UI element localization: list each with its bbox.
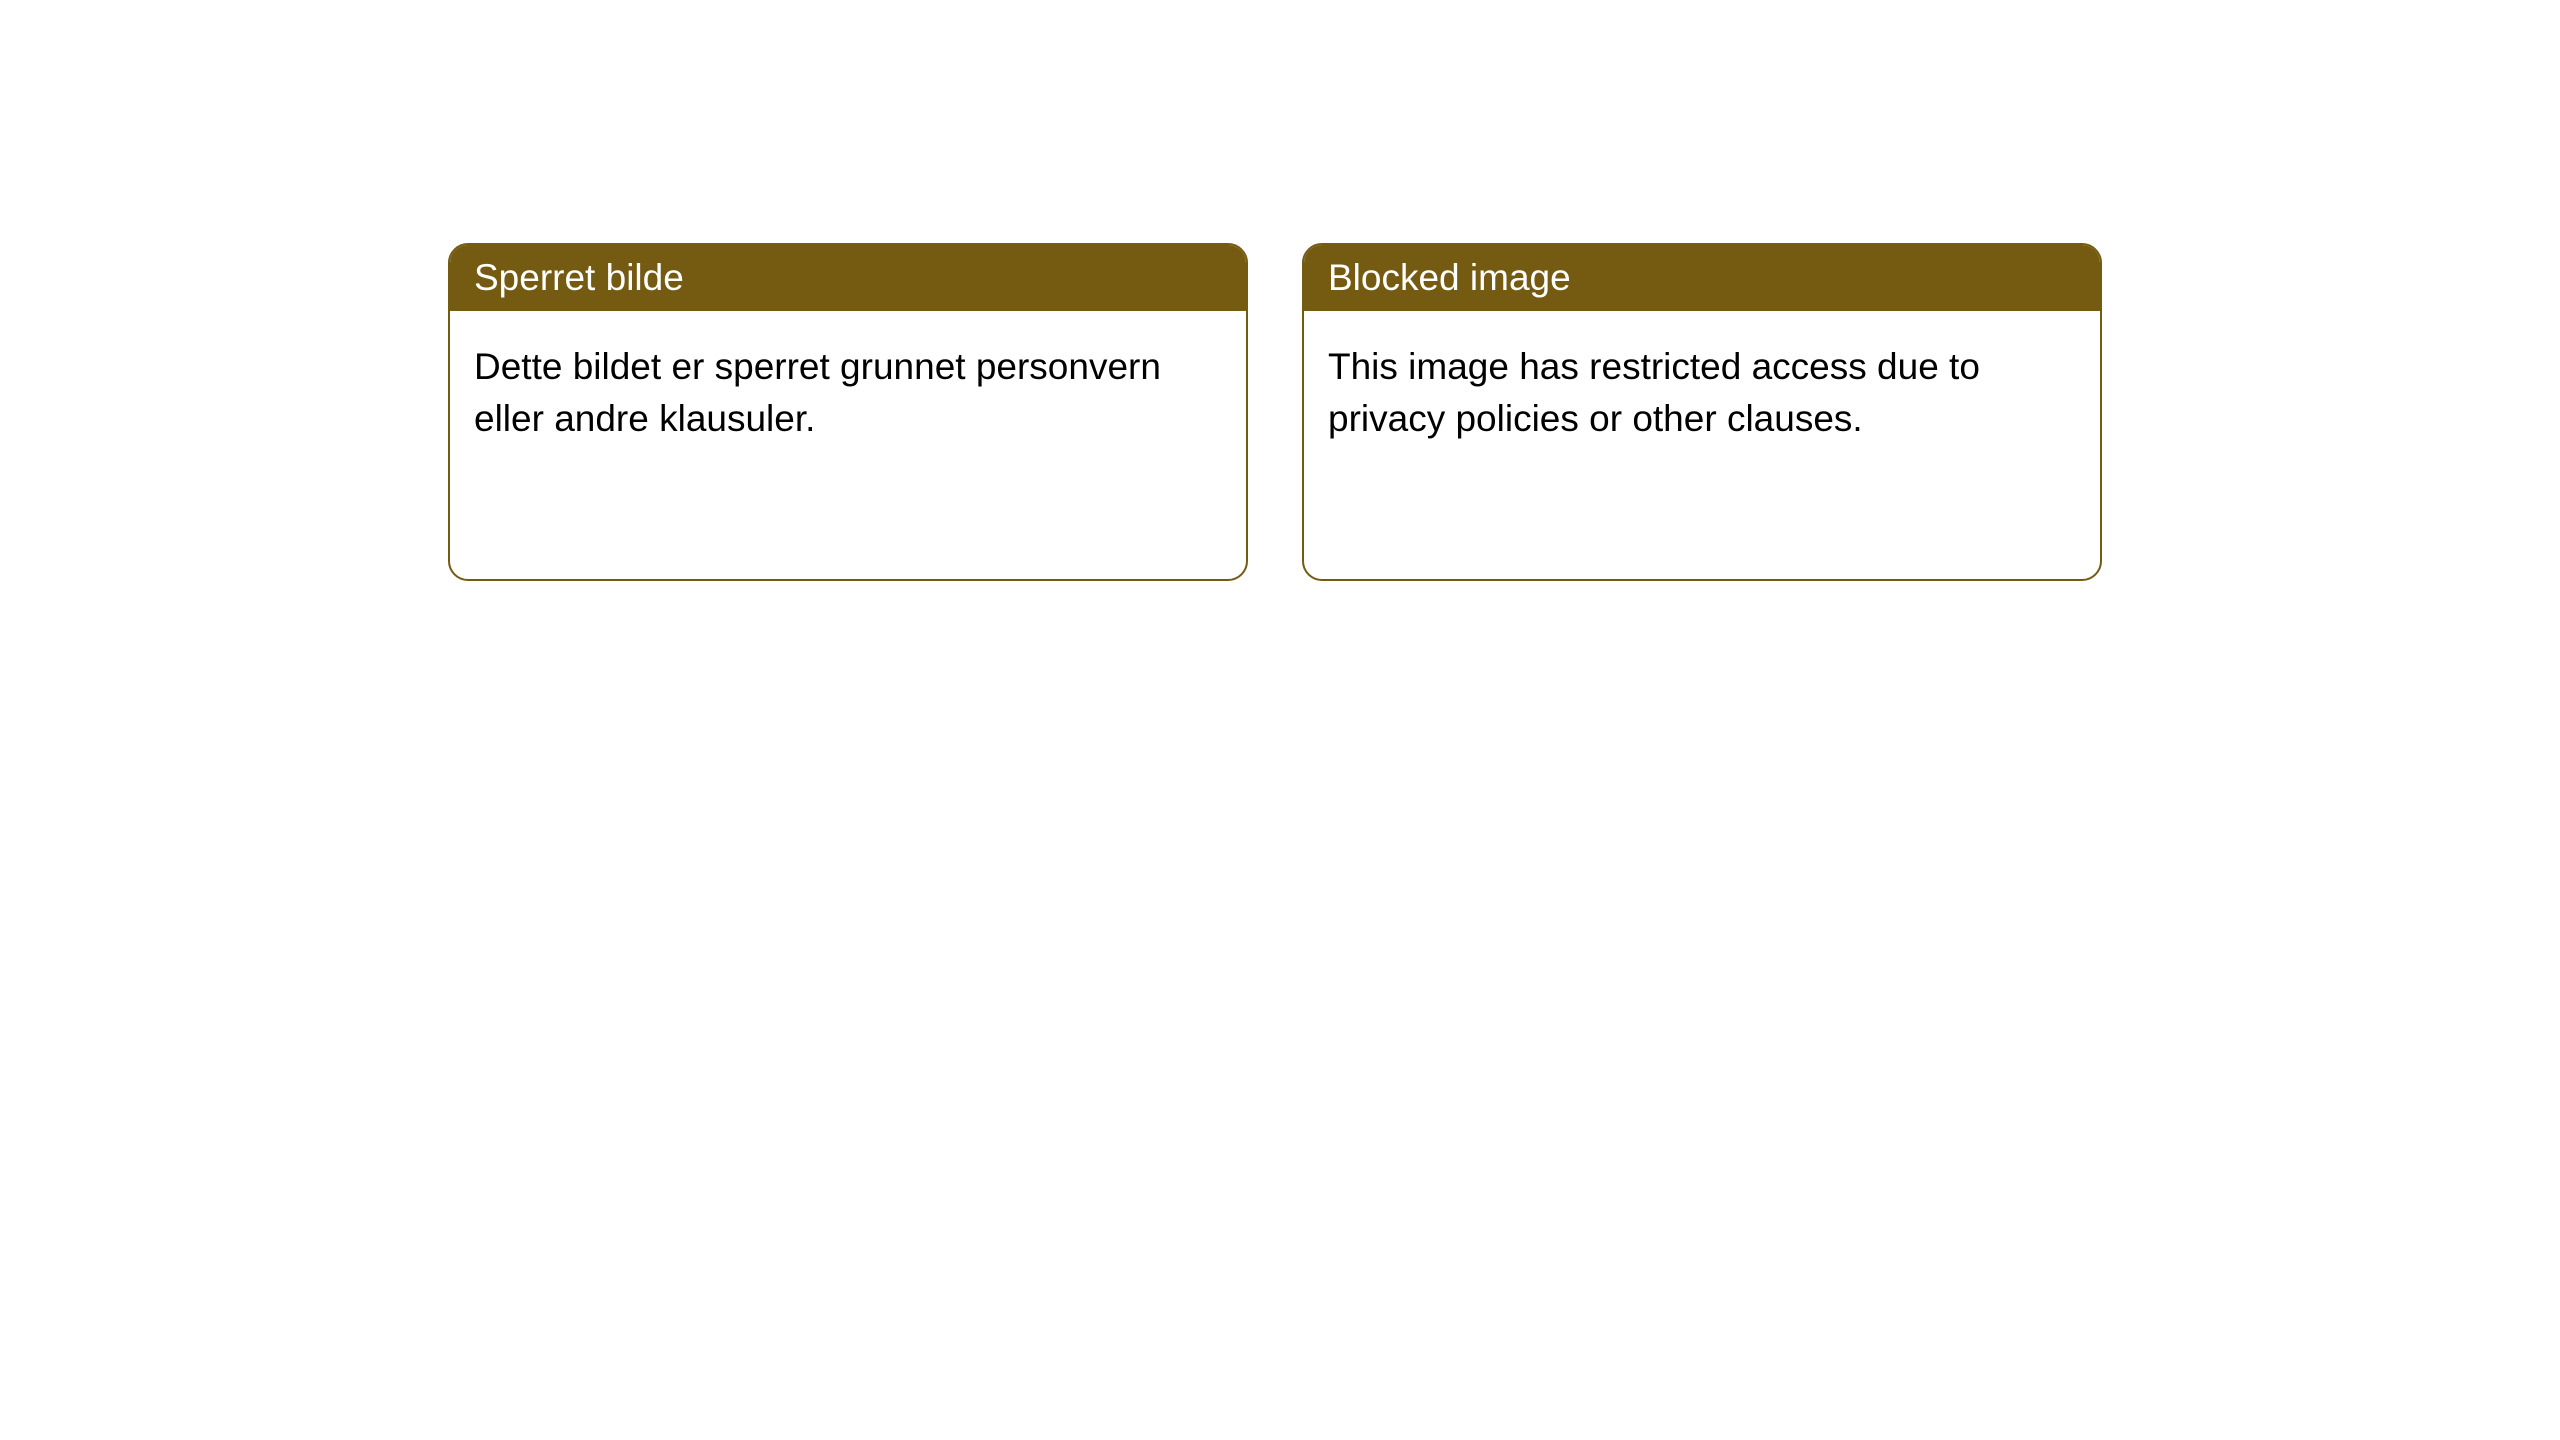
notice-card-english: Blocked image This image has restricted … xyxy=(1302,243,2102,581)
notice-title-norwegian: Sperret bilde xyxy=(450,245,1246,311)
notice-container: Sperret bilde Dette bildet er sperret gr… xyxy=(448,243,2102,581)
notice-card-norwegian: Sperret bilde Dette bildet er sperret gr… xyxy=(448,243,1248,581)
notice-body-english: This image has restricted access due to … xyxy=(1304,311,2100,475)
notice-body-norwegian: Dette bildet er sperret grunnet personve… xyxy=(450,311,1246,475)
notice-title-english: Blocked image xyxy=(1304,245,2100,311)
